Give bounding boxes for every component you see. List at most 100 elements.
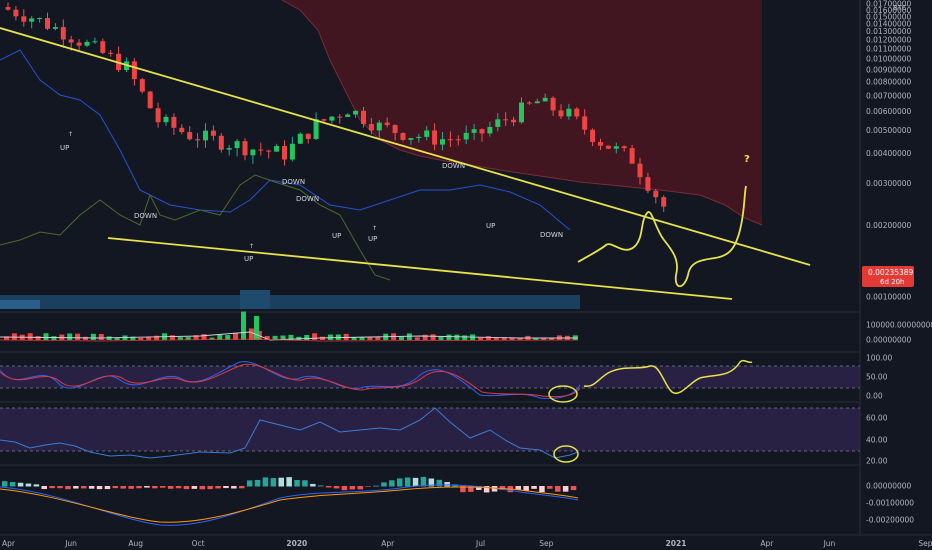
volume-bar — [185, 337, 191, 340]
macd-histogram-bar — [491, 486, 498, 492]
macd-histogram-bar — [341, 486, 348, 491]
candle-body — [479, 129, 485, 134]
annotation-down: DOWN — [442, 162, 465, 170]
time-axis[interactable]: Apr Jun Aug Oct 2020 Apr Jul Sep 2021 Apr Jun Sep — [2, 539, 932, 548]
macd-histogram-bar — [302, 480, 308, 487]
macd-histogram-bar — [254, 479, 261, 487]
macd-histogram-bar — [104, 486, 111, 490]
price-tick-label: 0.00700000 — [866, 91, 912, 100]
candle-body — [84, 41, 90, 46]
ichimoku-base-line — [0, 49, 571, 231]
volume-bar — [146, 336, 152, 340]
annotation-down: DOWN — [134, 212, 157, 220]
volume-bar — [254, 316, 259, 340]
macd-histogram-bar — [286, 477, 292, 487]
svg-text:↑: ↑ — [68, 131, 73, 138]
macd-histogram-bar — [389, 480, 395, 487]
volume-bar — [75, 333, 81, 340]
volume-bar — [438, 336, 444, 340]
macd-histogram-bar — [555, 486, 561, 492]
macd-histogram-bar — [310, 483, 316, 487]
time-tick-label: Oct — [192, 539, 205, 548]
volume-bar — [98, 333, 104, 340]
candle-body — [92, 41, 98, 43]
candle-body — [250, 149, 256, 156]
macd-histogram-bar — [349, 486, 356, 490]
svg-text:6d 20h: 6d 20h — [880, 278, 904, 286]
volume-bar — [4, 336, 9, 340]
macd-axis: 0.00000000 -0.00100000 -0.00200000 — [866, 482, 914, 525]
candle-body — [361, 110, 366, 125]
candle-body — [195, 139, 201, 141]
volume-bar — [493, 337, 499, 340]
candle-body — [542, 97, 548, 102]
candle-body — [353, 110, 359, 115]
sub-axis-tick-label: 60.00 — [866, 414, 888, 423]
volume-bar — [51, 336, 57, 340]
volume-bar — [169, 335, 175, 340]
annotation-up: UP — [332, 232, 341, 240]
candle-body — [45, 18, 50, 29]
candle-body — [629, 148, 635, 164]
candle-body — [582, 116, 588, 130]
volume-bar — [43, 333, 49, 340]
volume-bar — [288, 334, 294, 340]
time-tick-label: Sep — [918, 539, 932, 548]
sub-axis-tick-label: 0.00000000 — [866, 336, 912, 345]
volume-bar — [248, 328, 254, 340]
price-tick-label: 0.00900000 — [866, 65, 912, 74]
time-tick-label: Aug — [128, 539, 143, 548]
volume-bar — [454, 334, 460, 340]
volume-bar — [430, 334, 436, 340]
macd-histogram-bar — [112, 486, 119, 489]
candle-body — [329, 116, 335, 121]
volume-bar — [517, 337, 523, 340]
candle-body — [258, 149, 264, 151]
candle-body — [305, 133, 311, 139]
volume-bar — [359, 336, 365, 340]
candle-body — [210, 130, 216, 136]
stoch-rsi-pane — [0, 359, 860, 403]
price-tick-label: 0.01400000 — [866, 20, 912, 29]
rsi-axis: 60.00 40.00 20.00 — [866, 414, 888, 466]
volume-bar — [533, 337, 539, 340]
price-axis[interactable]: 0.017000000.016000000.015000000.01400000… — [866, 0, 912, 302]
volume-bar — [272, 335, 278, 340]
candle-body — [289, 143, 295, 160]
candle-body — [321, 119, 327, 121]
volume-bar — [35, 336, 41, 340]
sub-axis-tick-label: 50.00 — [866, 373, 888, 382]
macd-histogram-bar — [223, 486, 229, 489]
macd-histogram-bar — [25, 483, 32, 487]
candle-body — [621, 146, 627, 149]
volume-bar — [312, 333, 318, 340]
macd-histogram-bar — [412, 477, 419, 487]
candle-body — [21, 16, 27, 22]
annotation-up: UP — [368, 235, 377, 243]
svg-text:↑: ↑ — [249, 243, 254, 250]
candle-body — [179, 127, 185, 133]
macd-histogram-bar — [436, 479, 442, 487]
volume-bar — [501, 337, 507, 340]
sub-axis-tick-label: -0.00100000 — [866, 499, 914, 508]
price-tick-label: 0.01000000 — [866, 54, 912, 63]
macd-histogram-bar — [404, 477, 411, 487]
volume-bar — [406, 333, 412, 340]
macd-histogram-bar — [570, 486, 577, 491]
candle-body — [131, 61, 137, 80]
macd-histogram-bar — [57, 486, 63, 489]
annotation-down: DOWN — [296, 195, 319, 203]
macd-histogram-bar — [381, 482, 387, 487]
price-tick-label: 0.00200000 — [866, 221, 912, 230]
price-tick-label: 0.00600000 — [866, 107, 912, 116]
volume-bar — [351, 337, 357, 340]
candle-body — [558, 110, 564, 117]
price-tick-label: 0.01300000 — [866, 27, 912, 36]
candle-body — [100, 41, 106, 53]
annotation-up: UP — [486, 222, 495, 230]
macd-histogram-bar — [262, 477, 269, 487]
sub-axis-tick-label: 0.00000000 — [866, 482, 912, 491]
sub-axis-tick-label: 20.00 — [866, 457, 888, 466]
volume-bar — [280, 335, 286, 340]
